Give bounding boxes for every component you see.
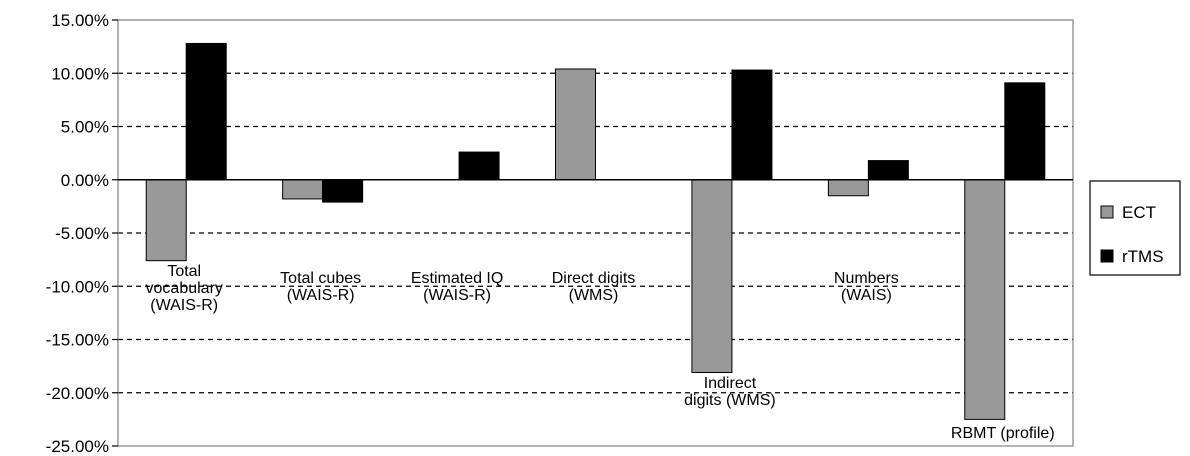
axes xyxy=(112,19,1074,447)
category-label-line: Total cubes xyxy=(280,270,361,287)
y-tick-label: 5.00% xyxy=(61,118,109,137)
legend-label-rtms: rTMS xyxy=(1122,247,1164,266)
bar-rtms-4 xyxy=(731,69,773,181)
category-label-line: Numbers xyxy=(834,270,899,287)
y-tick-label: 10.00% xyxy=(51,64,109,83)
bar-rtms-5 xyxy=(867,160,909,181)
y-tick-label: -10.00% xyxy=(46,277,109,296)
y-tick-label: 0.00% xyxy=(61,171,109,190)
category-label-line: (WMS) xyxy=(569,287,619,304)
y-tick-label: -20.00% xyxy=(46,384,109,403)
bar-rtms-0 xyxy=(185,42,227,181)
category-label-line: (WAIS-R) xyxy=(423,287,491,304)
category-label-line: Total xyxy=(167,263,201,280)
category-label-line: Direct digits xyxy=(552,270,636,287)
category-label-line: Estimated IQ xyxy=(411,270,503,287)
category-label: Direct digits (WMS) xyxy=(552,270,636,304)
category-label-line: digits (WMS) xyxy=(684,392,776,409)
bar-ect-0 xyxy=(145,179,187,262)
legend-swatch-ect xyxy=(1100,205,1114,219)
bar-rtms-1 xyxy=(322,179,364,203)
bar-rtms-2 xyxy=(458,151,500,181)
category-label-line: Indirect xyxy=(704,375,757,392)
category-label-line: RBMT (profile) xyxy=(951,425,1055,442)
bar-ect-6 xyxy=(964,179,1006,420)
category-label: RBMT (profile) xyxy=(951,425,1055,442)
y-tick-label: -25.00% xyxy=(46,437,109,456)
category-labels: Total vocabulary (WAIS-R)Total cubes (WAIS-… xyxy=(146,263,1055,442)
category-label: Total vocabulary (WAIS-R) xyxy=(146,263,223,314)
category-label-line: (WAIS) xyxy=(841,287,892,304)
legend-swatch-rtms xyxy=(1100,249,1114,263)
category-label: Estimated IQ (WAIS-R) xyxy=(411,270,503,304)
bar-ect-1 xyxy=(282,179,324,200)
category-label-line: (WAIS-R) xyxy=(287,287,355,304)
bar-rtms-6 xyxy=(1004,82,1046,181)
category-label: Numbers (WAIS) xyxy=(834,270,899,304)
y-tick-labels: 15.00% 10.00% 5.00% 0.00% -5.00% -10.00% -15.0… xyxy=(46,11,109,456)
bars xyxy=(145,42,1046,420)
category-label-line: (WAIS-R) xyxy=(150,297,218,314)
category-label: Total cubes (WAIS-R) xyxy=(280,270,361,304)
y-tick-label: -15.00% xyxy=(46,331,109,350)
legend: ECT rTMS xyxy=(1089,180,1181,276)
category-label: Indirect digits (WMS) xyxy=(684,375,776,409)
y-tick-label: -5.00% xyxy=(55,224,109,243)
bar-ect-5 xyxy=(827,179,869,197)
bar-ect-4 xyxy=(691,179,733,374)
legend-label-ect: ECT xyxy=(1122,203,1156,222)
category-label-line: vocabulary xyxy=(146,280,223,297)
bar-ect-3 xyxy=(555,68,596,181)
y-tick-label: 15.00% xyxy=(51,11,109,30)
